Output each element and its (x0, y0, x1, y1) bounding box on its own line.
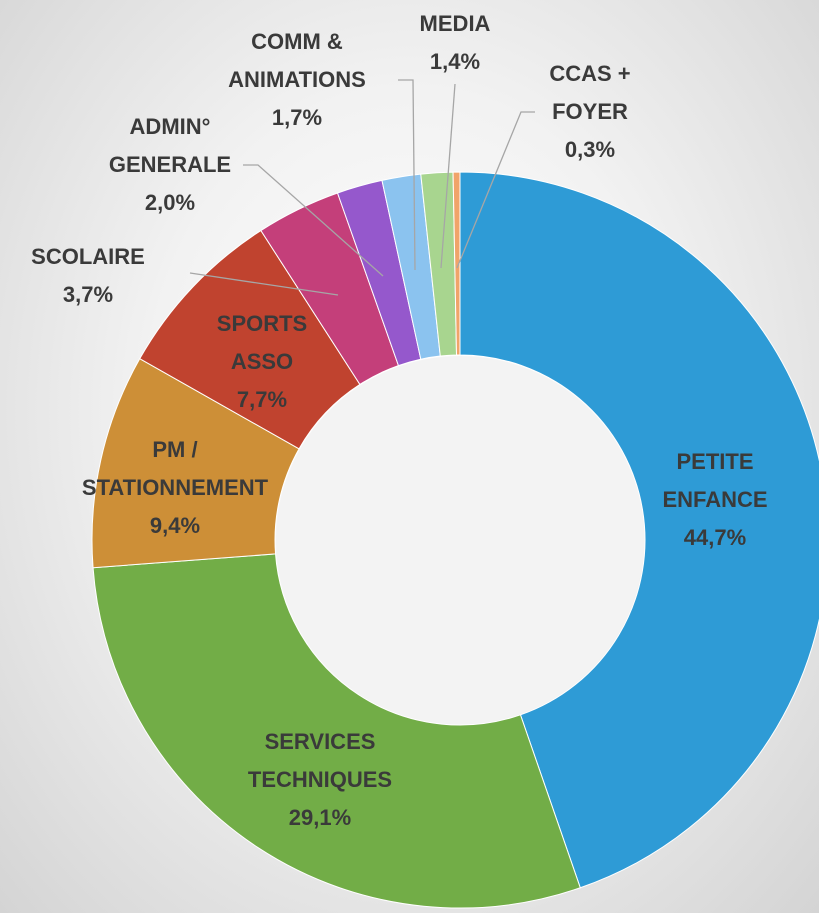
slice-label: SERVICES TECHNIQUES 29,1% (248, 723, 392, 837)
category-label: SCOLAIRE (31, 244, 145, 269)
value-label: 0,3% (564, 137, 616, 162)
slice-label: CCAS + FOYER 0,3% (549, 55, 630, 169)
value-label: 9,4% (149, 513, 201, 538)
leader-line (456, 111, 535, 269)
category-label: PETITE ENFANCE (662, 449, 768, 512)
category-label: SERVICES TECHNIQUES (247, 729, 393, 792)
category-label: SPORTS ASSO (216, 311, 308, 374)
donut-hole (276, 356, 644, 724)
slice-label: SCOLAIRE 3,7% (31, 238, 145, 314)
value-label: 7,7% (236, 387, 288, 412)
leader-line (189, 272, 339, 296)
category-label: MEDIA (419, 11, 491, 36)
value-label: 1,7% (271, 105, 323, 130)
value-label: 3,7% (62, 282, 114, 307)
category-label: PM / STATIONNEMENT (81, 437, 269, 500)
value-label: 29,1% (288, 805, 352, 830)
slices (91, 171, 819, 909)
value-label: 2,0% (144, 190, 196, 215)
slice-label: SPORTS ASSO 7,7% (217, 305, 307, 419)
category-label: COMM & ANIMATIONS (228, 29, 366, 92)
category-label: ADMIN° GENERALE (108, 114, 232, 177)
slice-label: PM / STATIONNEMENT 9,4% (82, 431, 268, 545)
slice (92, 553, 581, 909)
slice (459, 171, 819, 889)
leader-line (243, 164, 384, 277)
slice-label: ADMIN° GENERALE 2,0% (109, 108, 231, 222)
value-label: 1,4% (429, 49, 481, 74)
slice-label: PETITE ENFANCE 44,7% (662, 443, 767, 557)
value-label: 44,7% (683, 525, 747, 550)
leader-line (398, 79, 416, 271)
slice-label: COMM & ANIMATIONS 1,7% (228, 23, 366, 137)
leader-line (440, 83, 456, 269)
slice (452, 171, 461, 356)
slice-label: MEDIA 1,4% (420, 5, 491, 81)
category-label: CCAS + FOYER (549, 61, 631, 124)
